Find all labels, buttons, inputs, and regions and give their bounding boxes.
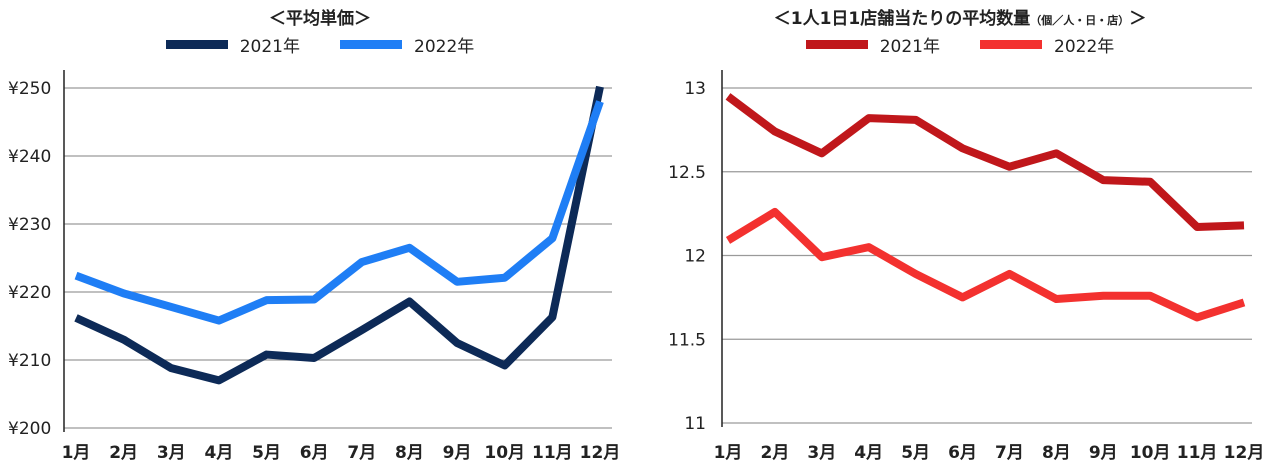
x-tick-label: 2月	[109, 443, 138, 462]
x-tick-label: 6月	[948, 443, 977, 462]
y-tick-label: ¥200	[8, 419, 51, 439]
x-tick-label: 11月	[1177, 443, 1218, 462]
x-tick-label: 1月	[714, 443, 743, 462]
y-tick-label: ¥210	[8, 351, 51, 371]
x-tick-label: 10月	[1130, 443, 1171, 462]
series-line-2021	[76, 87, 600, 381]
series-line-2022	[76, 102, 600, 321]
x-tick-label: 5月	[252, 443, 281, 462]
x-tick-label: 9月	[1089, 443, 1118, 462]
series-line-2022	[728, 212, 1244, 318]
chart-average-quantity: ＜1人1日1店舗当たりの平均数量（個／人・日・店）＞ 2021年 2022年 1…	[640, 0, 1280, 462]
series-line-2021	[728, 96, 1244, 227]
x-tick-label: 5月	[901, 443, 930, 462]
x-tick-label: 7月	[347, 443, 376, 462]
x-tick-label: 8月	[1042, 443, 1071, 462]
x-tick-label: 6月	[300, 443, 329, 462]
x-tick-label: 4月	[854, 443, 883, 462]
x-tick-label: 11月	[532, 443, 573, 462]
x-tick-label: 8月	[395, 443, 424, 462]
x-tick-label: 7月	[995, 443, 1024, 462]
y-tick-label: 12.5	[668, 163, 706, 183]
x-tick-label: 2月	[760, 443, 789, 462]
chart-average-unit-price: ＜平均単価＞ 2021年 2022年 ¥200 ¥210 ¥220 ¥230 ¥240 ¥…	[0, 0, 640, 462]
x-tick-label: 4月	[204, 443, 233, 462]
x-tick-label: 10月	[484, 443, 525, 462]
y-tick-label: ¥230	[8, 215, 51, 235]
x-tick-label: 3月	[807, 443, 836, 462]
y-tick-label: ¥220	[8, 283, 51, 303]
x-tick-label: 9月	[443, 443, 472, 462]
x-tick-label: 1月	[62, 443, 91, 462]
y-tick-label: 11.5	[668, 330, 706, 350]
x-tick-label: 3月	[157, 443, 186, 462]
x-tick-label: 12月	[580, 443, 621, 462]
y-tick-label: 11	[684, 414, 706, 434]
line-plot: 11 11.5 12 12.5 13 1月 2月 3月 4月 5月 6月 7月 8月 9月 10月 11月 12…	[640, 0, 1280, 462]
x-tick-label: 12月	[1224, 443, 1265, 462]
y-tick-label: ¥240	[8, 147, 51, 167]
y-tick-label: 13	[684, 79, 706, 99]
y-tick-label: ¥250	[8, 79, 51, 99]
line-plot: ¥200 ¥210 ¥220 ¥230 ¥240 ¥250 1月 2月 3月 4月 5月 6月 7月 8月…	[0, 0, 640, 462]
y-tick-label: 12	[684, 247, 706, 267]
